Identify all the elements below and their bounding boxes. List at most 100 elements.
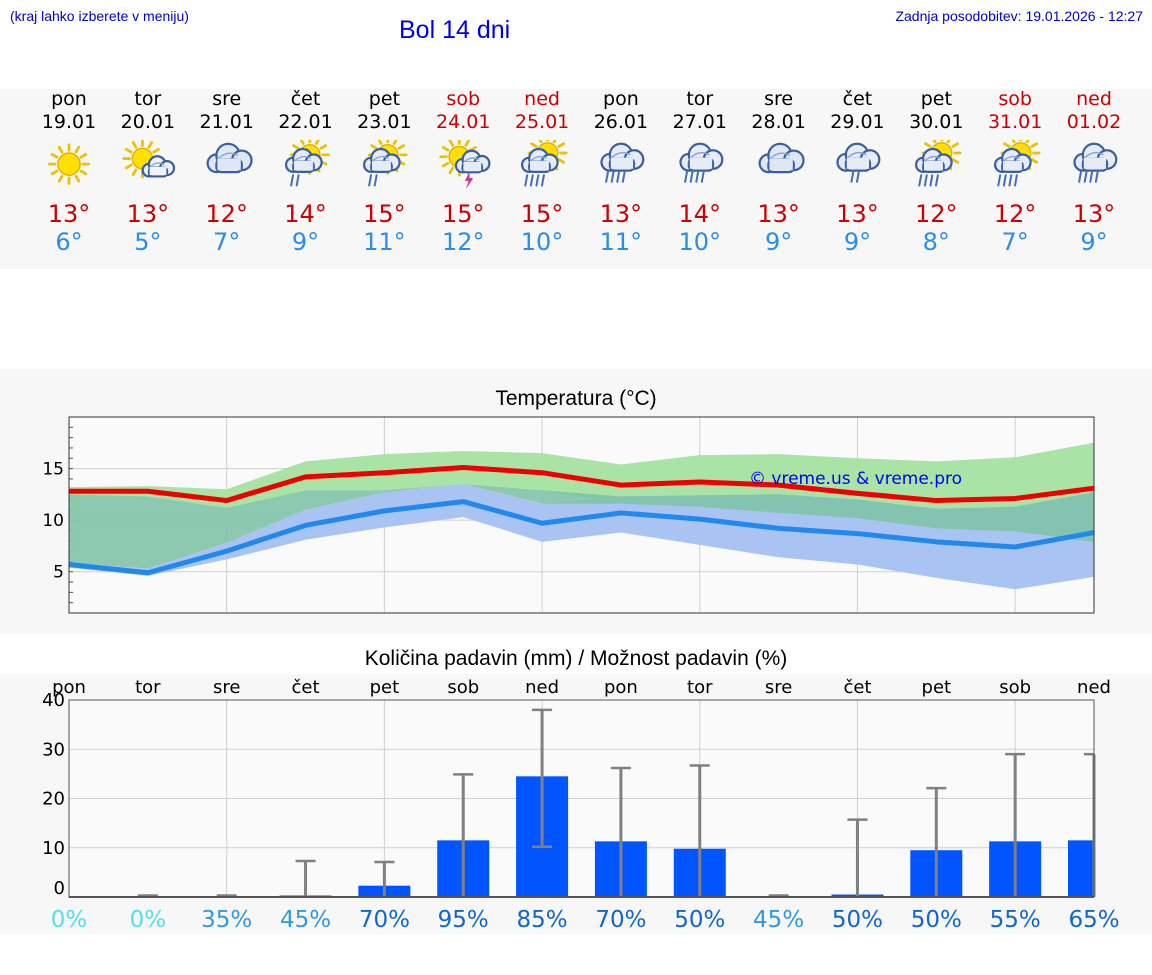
sun-ray (538, 140, 543, 144)
min-temperature: 11° (599, 228, 643, 256)
cloud-inner (611, 151, 631, 159)
plot-frame (68, 416, 1095, 614)
x-tick-label: pon (52, 677, 86, 698)
y-tick-label: 30 (42, 739, 65, 760)
rain-drop (918, 174, 923, 187)
sun-ray (552, 140, 557, 144)
day-date: 28.01 (751, 111, 806, 133)
rain-drop (621, 170, 626, 183)
sun-ray (932, 140, 937, 144)
cloud-inner (372, 155, 390, 162)
cloud-shape (758, 142, 805, 174)
x-tick-label: ned (1077, 677, 1111, 698)
cloud-heavy-rain-icon (679, 142, 724, 183)
rain-drop (997, 174, 1002, 187)
sun-cloud-icon (122, 140, 175, 179)
cloud-shape (141, 155, 175, 178)
day-date: 31.01 (987, 111, 1043, 133)
probability-label: 55% (990, 907, 1041, 933)
x-tick-label: sre (213, 677, 240, 698)
x-tick-label: sob (447, 677, 479, 698)
band-overlap (69, 484, 1094, 569)
rain-drop (929, 174, 934, 187)
sun-ray (74, 174, 81, 183)
day-name: sre (212, 88, 242, 110)
cloud-fill (768, 158, 793, 171)
sun-ray (1003, 142, 1011, 148)
day-date: 23.01 (357, 111, 412, 133)
cloud-inner (149, 162, 165, 168)
sun-cloud-rain-icon (363, 140, 409, 187)
sun-ray (377, 140, 383, 145)
cloud-shape (994, 147, 1032, 174)
y-tick-label: 5 (53, 563, 64, 583)
sun-ray (147, 141, 153, 149)
y-tick-label: 10 (42, 511, 64, 531)
rain-drop (935, 174, 940, 187)
min-temperature: 6° (55, 228, 83, 256)
sun-ray (530, 142, 538, 148)
day-column: ned 25.01 15° 10° (502, 88, 582, 256)
day-date: 26.01 (593, 111, 649, 133)
x-tick-label: tor (687, 677, 713, 698)
rain-drop (1014, 174, 1019, 187)
day-name: ned (524, 88, 560, 110)
sun-ray (442, 161, 450, 168)
cloud-inner (769, 152, 790, 159)
cloud-inner (530, 155, 547, 162)
day-date: 30.01 (909, 111, 964, 133)
sun-ray (448, 140, 455, 147)
rain-drop (700, 170, 705, 183)
min-temperature: 10° (520, 228, 564, 256)
probability-label: 50% (832, 907, 883, 933)
day-name: čet (290, 88, 321, 110)
probability-label: 50% (911, 907, 962, 933)
sun-ray (951, 158, 960, 164)
sun-cloud-thunder-icon (439, 140, 491, 190)
x-tick-label: ned (525, 677, 559, 698)
probability-label: 85% (517, 907, 568, 933)
day-column: tor 27.01 14° 10° (660, 88, 740, 256)
day-column: sre 28.01 13° 9° (739, 88, 819, 256)
day-column: čet 22.01 14° 9° (266, 88, 346, 256)
rain-drop (524, 174, 529, 187)
sun-ray (57, 174, 64, 183)
x-tick-label: pet (370, 677, 400, 698)
rain-drop (368, 174, 373, 187)
cloud-fill (149, 166, 167, 176)
cloud-inner (1084, 151, 1104, 159)
sun-cloud-heavy-rain-icon (994, 140, 1041, 187)
max-temperature: 14° (284, 200, 327, 228)
max-temperature: 13° (47, 200, 91, 228)
day-date: 01.02 (1066, 111, 1122, 133)
sun-cloud-rain-icon (284, 140, 330, 187)
sun-ray (946, 140, 951, 144)
day-column: pon 26.01 13° 11° (581, 88, 661, 256)
day-column: sob 24.01 15° 12° (423, 88, 503, 256)
day-date: 25.01 (514, 111, 570, 133)
cloud-shape (363, 147, 402, 174)
sun-ray (951, 142, 960, 148)
rain-drop (856, 170, 861, 183)
sun-cloud-heavy-rain-icon (521, 140, 568, 187)
day-date: 24.01 (436, 111, 491, 133)
cloud-heavy-rain-icon (1073, 142, 1118, 183)
sun-ray (79, 169, 88, 176)
max-temperature: 12° (205, 200, 248, 228)
max-temperature: 12° (915, 200, 958, 228)
day-name: pon (603, 88, 639, 110)
sun-cloud-heavy-rain-icon (915, 140, 962, 187)
sun-ray (557, 158, 566, 164)
x-tick-label: pet (922, 677, 952, 698)
min-temperature-line (68, 499, 1095, 576)
sun-ray (1030, 158, 1039, 164)
cloud-fill (293, 160, 313, 171)
day-name: sob (446, 88, 481, 110)
cloud-heavy-rain-icon (679, 142, 724, 183)
rain-drop (535, 174, 540, 187)
day-name: pet (368, 88, 400, 110)
rain-drop (541, 174, 545, 187)
rain-drop (610, 170, 615, 183)
probability-label: 0% (130, 907, 167, 933)
clouds-icon (758, 142, 805, 174)
